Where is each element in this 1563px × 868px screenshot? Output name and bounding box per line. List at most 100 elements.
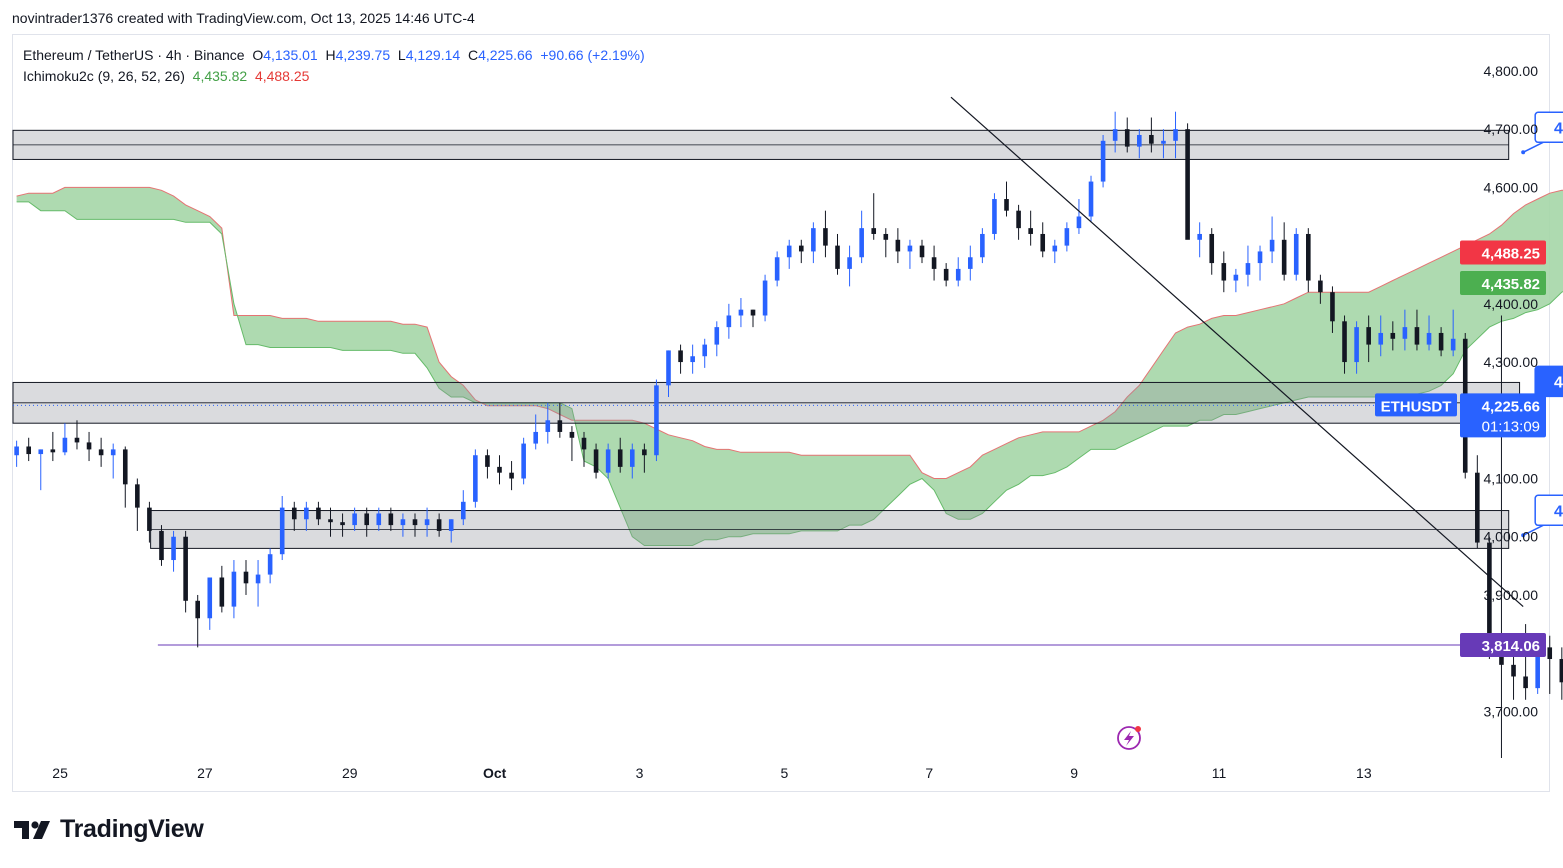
- lightning-icon[interactable]: [1117, 726, 1141, 750]
- tradingview-logo-text: TradingView: [60, 815, 204, 843]
- candle-body: [1124, 129, 1130, 147]
- price-labels: 4,488.25 4,435.82 3,814.06 ETHUSDT 4,225.66 0…: [1375, 240, 1546, 658]
- candle-body: [690, 356, 695, 363]
- candle-body: [424, 519, 430, 526]
- axis-price-label: 4,488.25: [1460, 240, 1546, 265]
- candle-body: [1523, 676, 1528, 689]
- x-tick-label: 25: [52, 765, 68, 781]
- candle-body: [1475, 472, 1480, 543]
- symbol-row: Ethereum / TetherUS · 4h · Binance O4,13…: [23, 45, 645, 66]
- ichimoku-cloud-fill: [16, 187, 1563, 546]
- axis-price-label-text: 4,435.82: [1482, 276, 1540, 293]
- candle-body: [473, 455, 478, 502]
- candle-body: [967, 257, 973, 269]
- candle-body: [1269, 239, 1275, 252]
- low-label: L: [397, 47, 406, 63]
- candle-body: [823, 228, 828, 246]
- candle-body: [1040, 233, 1046, 252]
- open-value: 4,135.01: [263, 47, 318, 63]
- candle-body: [678, 350, 683, 363]
- candle-body: [533, 431, 539, 444]
- candle-body: [62, 437, 68, 453]
- symbol-label[interactable]: Ethereum / TetherUS · 4h · Binance: [23, 47, 245, 63]
- candle-body: [1161, 140, 1166, 144]
- candle-body: [436, 519, 442, 531]
- x-tick-label: 11: [1212, 765, 1227, 781]
- ichimoku-span-b: [16, 186, 1563, 479]
- candle-body: [1378, 332, 1384, 345]
- candle-body: [1004, 199, 1009, 211]
- candle-body: [581, 437, 587, 450]
- candlesticks: [14, 111, 1563, 758]
- candle-body: [122, 449, 128, 485]
- candle-body: [86, 442, 92, 450]
- callout-label: 4,223.82: [1554, 374, 1563, 391]
- x-tick-label: Oct: [483, 765, 507, 781]
- annotations: 4,660.27 4,223.82 4,002.46: [1521, 111, 1563, 538]
- candle-body: [364, 513, 370, 526]
- y-tick-label: 4,700.00: [1484, 121, 1539, 137]
- candle-body: [1149, 134, 1154, 144]
- y-tick-label: 4,800.00: [1484, 63, 1539, 79]
- candle-body: [460, 501, 466, 520]
- candle-body: [907, 245, 913, 252]
- candle-body: [231, 571, 237, 607]
- chart-legend: Ethereum / TetherUS · 4h · Binance O4,13…: [23, 45, 645, 87]
- tradingview-logo[interactable]: TradingView: [14, 815, 204, 844]
- candle-body: [1064, 228, 1070, 246]
- candle-body: [750, 309, 756, 316]
- candle-body: [159, 530, 164, 561]
- candle-body: [1076, 216, 1082, 229]
- candle-body: [1318, 280, 1323, 293]
- candle-body: [1088, 181, 1094, 217]
- candle-body: [943, 268, 949, 281]
- indicator-value-2: 4,488.25: [254, 68, 310, 84]
- candle-body: [605, 449, 611, 473]
- lightning-icon-dot: [1135, 726, 1141, 732]
- candle-body: [1221, 263, 1227, 281]
- callout-label: 4,660.27: [1554, 120, 1563, 137]
- candle-body: [26, 446, 31, 455]
- candle-body: [195, 600, 200, 619]
- candle-body: [316, 507, 321, 520]
- tradingview-logo-icon: [14, 820, 50, 839]
- candle-body: [629, 449, 635, 467]
- candle-body: [1487, 542, 1492, 648]
- candle-body: [1112, 129, 1118, 141]
- candle-body: [702, 344, 708, 357]
- candle-body: [642, 449, 647, 456]
- callout-box: [1534, 494, 1563, 527]
- candle-body: [545, 420, 551, 432]
- horizontal-lines: [13, 404, 1460, 646]
- current-price-text: 4,225.66: [1482, 398, 1540, 415]
- candle-body: [1511, 664, 1516, 677]
- price-callout: 4,660.27: [1521, 111, 1563, 155]
- candle-body: [798, 245, 804, 252]
- candle-body: [485, 455, 490, 467]
- lightning-icon-bolt: [1124, 731, 1134, 746]
- candle-body: [183, 536, 188, 601]
- candle-body: [1354, 327, 1359, 363]
- candle-body: [267, 554, 273, 575]
- candle-body: [304, 507, 309, 520]
- axis-price-label-text: 3,814.06: [1482, 638, 1540, 655]
- candle-body: [738, 309, 744, 316]
- candle-body: [847, 257, 852, 269]
- y-tick-label: 3,700.00: [1484, 703, 1539, 719]
- candle-body: [38, 449, 44, 455]
- candle-body: [774, 257, 780, 281]
- candle-body: [376, 513, 382, 526]
- y-tick-label: 4,300.00: [1484, 354, 1539, 370]
- indicator-label[interactable]: Ichimoku2c (9, 26, 52, 26): [23, 68, 185, 84]
- x-tick-label: 7: [925, 765, 933, 781]
- candle-body: [291, 507, 297, 520]
- y-tick-label: 4,000.00: [1484, 529, 1539, 545]
- candle-body: [207, 577, 213, 619]
- x-tick-label: 5: [780, 765, 788, 781]
- candle-body: [135, 484, 140, 508]
- trendline: [950, 96, 1524, 608]
- candle-body: [726, 315, 732, 328]
- indicator-value-1: 4,435.82: [192, 68, 248, 84]
- x-tick-label: 13: [1356, 765, 1372, 781]
